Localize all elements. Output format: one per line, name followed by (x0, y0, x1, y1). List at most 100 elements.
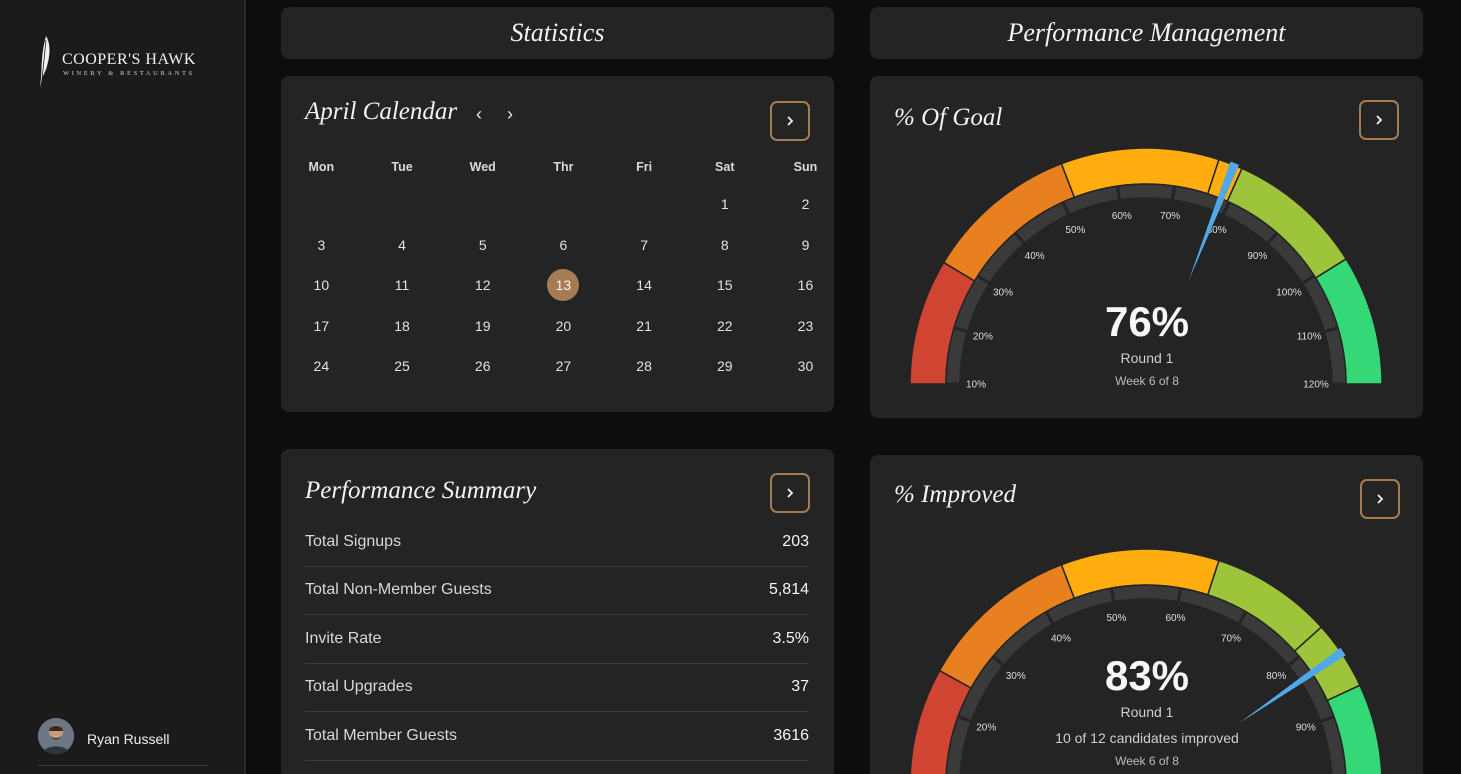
calendar-day[interactable]: 9 (765, 237, 846, 253)
goal-readout: 76% Round 1 Week 6 of 8 (997, 298, 1297, 388)
gauge-tick (1109, 587, 1116, 603)
gauge-tick (976, 274, 991, 285)
gauge-tick (1176, 587, 1183, 603)
gauge-tick-label: 30% (1006, 671, 1026, 682)
calendar-day-number: 16 (797, 277, 814, 294)
avatar[interactable] (38, 718, 74, 754)
improved-title: % Improved (894, 481, 1016, 508)
chevron-right-icon (1377, 494, 1384, 504)
calendar-day[interactable]: 19 (442, 318, 523, 334)
gauge-tick (1266, 231, 1279, 245)
calendar-day-number: 7 (640, 236, 648, 253)
summary-open-button[interactable] (770, 473, 810, 513)
summary-label: Total Upgrades (305, 678, 413, 695)
weekday-sat: Sat (715, 160, 735, 174)
calendar-open-button[interactable] (770, 101, 810, 141)
calendar-day[interactable]: 24 (281, 358, 362, 374)
user-name: Ryan Russell (87, 731, 170, 747)
calendar-day[interactable]: 14 (604, 277, 685, 293)
summary-row: Total Signups 203 (305, 519, 809, 567)
calendar-day[interactable]: 18 (362, 318, 443, 334)
gauge-tick-label: 70% (1221, 633, 1241, 644)
gauge-tick-label: 120% (1303, 380, 1329, 391)
calendar-day-number: 14 (636, 277, 652, 294)
improved-candidates: 10 of 12 candidates improved (1055, 730, 1239, 746)
gauge-tick (1116, 185, 1122, 201)
calendar-day-number: 24 (313, 358, 330, 375)
calendar-day-number: 8 (720, 236, 729, 253)
gauge-tick-label: 50% (1065, 225, 1085, 236)
calendar-day-number: 20 (555, 317, 572, 334)
weekday-sun: Sun (793, 160, 818, 174)
calendar-day[interactable]: 6 (523, 237, 604, 253)
goal-open-button[interactable] (1359, 100, 1399, 140)
calendar-day[interactable]: 27 (523, 358, 604, 374)
calendar-day[interactable]: 23 (765, 318, 846, 334)
calendar-day[interactable]: 10 (281, 277, 362, 293)
summary-label: Total Member Guests (305, 727, 458, 744)
gauge-tick-label: 20% (976, 722, 996, 733)
gauge-tick (1324, 326, 1339, 334)
gauge-tick-label: 100% (1276, 288, 1302, 299)
calendar-day-number: 17 (313, 317, 330, 334)
calendar-day-number: 6 (559, 236, 568, 253)
gauge-tick (1044, 611, 1055, 625)
improved-gauge: 10%20%30%40%50%60%70%80%90%100% (909, 548, 1383, 774)
improved-open-button[interactable] (1360, 479, 1400, 519)
gauge-tick-label: 40% (1051, 633, 1071, 644)
calendar-day-number: 4 (398, 236, 406, 253)
weekday-wed: Wed (469, 160, 496, 174)
summary-row: Invite Rate 3.5% (305, 616, 809, 664)
brand-logo[interactable]: COOPER'S HAWK WINERY & RESTAURANTS (36, 34, 216, 94)
calendar-day[interactable]: 11 (362, 277, 443, 293)
calendar-prev-button[interactable]: ‹ (476, 104, 482, 124)
performance-header: Performance Management (870, 7, 1423, 59)
goal-week: Week 6 of 8 (1115, 374, 1179, 388)
calendar-day-number: 30 (797, 358, 814, 375)
gauge-tick-label: 60% (1112, 211, 1132, 222)
calendar-day[interactable]: 22 (684, 318, 765, 334)
calendar-next-button[interactable]: › (507, 104, 513, 124)
calendar-day[interactable]: 2 (765, 196, 846, 212)
calendar-day[interactable]: 21 (604, 318, 685, 334)
calendar-day[interactable]: 30 (765, 358, 846, 374)
calendar-day[interactable]: 4 (362, 237, 443, 253)
calendar-day[interactable]: 29 (684, 358, 765, 374)
gauge-tick-label: 20% (973, 332, 993, 343)
improved-readout: 83% Round 1 10 of 12 candidates improved… (997, 652, 1297, 768)
calendar-week-row: 3 4 5 6 7 8 9 (281, 225, 834, 266)
calendar-day[interactable]: 3 (281, 237, 362, 253)
calendar-day[interactable]: 7 (604, 237, 685, 253)
summary-value: 3616 (773, 727, 809, 744)
gauge-tick-label: 90% (1247, 251, 1267, 262)
gauge-tick-label: 40% (1025, 251, 1045, 262)
chevron-right-icon (1376, 115, 1383, 125)
calendar-day[interactable]: 25 (362, 358, 443, 374)
calendar-day-number: 5 (478, 236, 487, 253)
calendar-day[interactable]: 26 (442, 358, 523, 374)
chevron-right-icon (787, 116, 794, 126)
user-profile[interactable]: Ryan Russell (38, 718, 208, 766)
calendar-day[interactable]: 1 (684, 196, 765, 212)
summary-row: Total Upgrades 37 (305, 664, 809, 712)
calendar-today: 13 (547, 269, 580, 302)
calendar-day[interactable]: 13 (523, 269, 604, 302)
calendar-day[interactable]: 28 (604, 358, 685, 374)
calendar-day-number: 11 (394, 277, 410, 294)
gauge-tick (1287, 655, 1301, 667)
gauge-tick (991, 655, 1005, 667)
brand-tagline: WINERY & RESTAURANTS (63, 70, 195, 77)
gauge-tick-label: 70% (1160, 211, 1180, 222)
summary-label: Invite Rate (305, 630, 382, 647)
gauge-tick-label: 10% (966, 380, 986, 391)
calendar-day[interactable]: 16 (765, 277, 846, 293)
calendar-day[interactable]: 5 (442, 237, 523, 253)
calendar-day[interactable]: 8 (684, 237, 765, 253)
calendar-weekday-row: Mon Tue Wed Thr Fri Sat Sun (281, 150, 834, 184)
calendar-day[interactable]: 20 (523, 318, 604, 334)
calendar-day[interactable]: 15 (684, 277, 765, 293)
calendar-day[interactable]: 17 (281, 318, 362, 334)
calendar-day[interactable]: 12 (442, 277, 523, 293)
calendar-day-number: 2 (801, 196, 810, 213)
calendar-day-number: 21 (636, 317, 652, 334)
